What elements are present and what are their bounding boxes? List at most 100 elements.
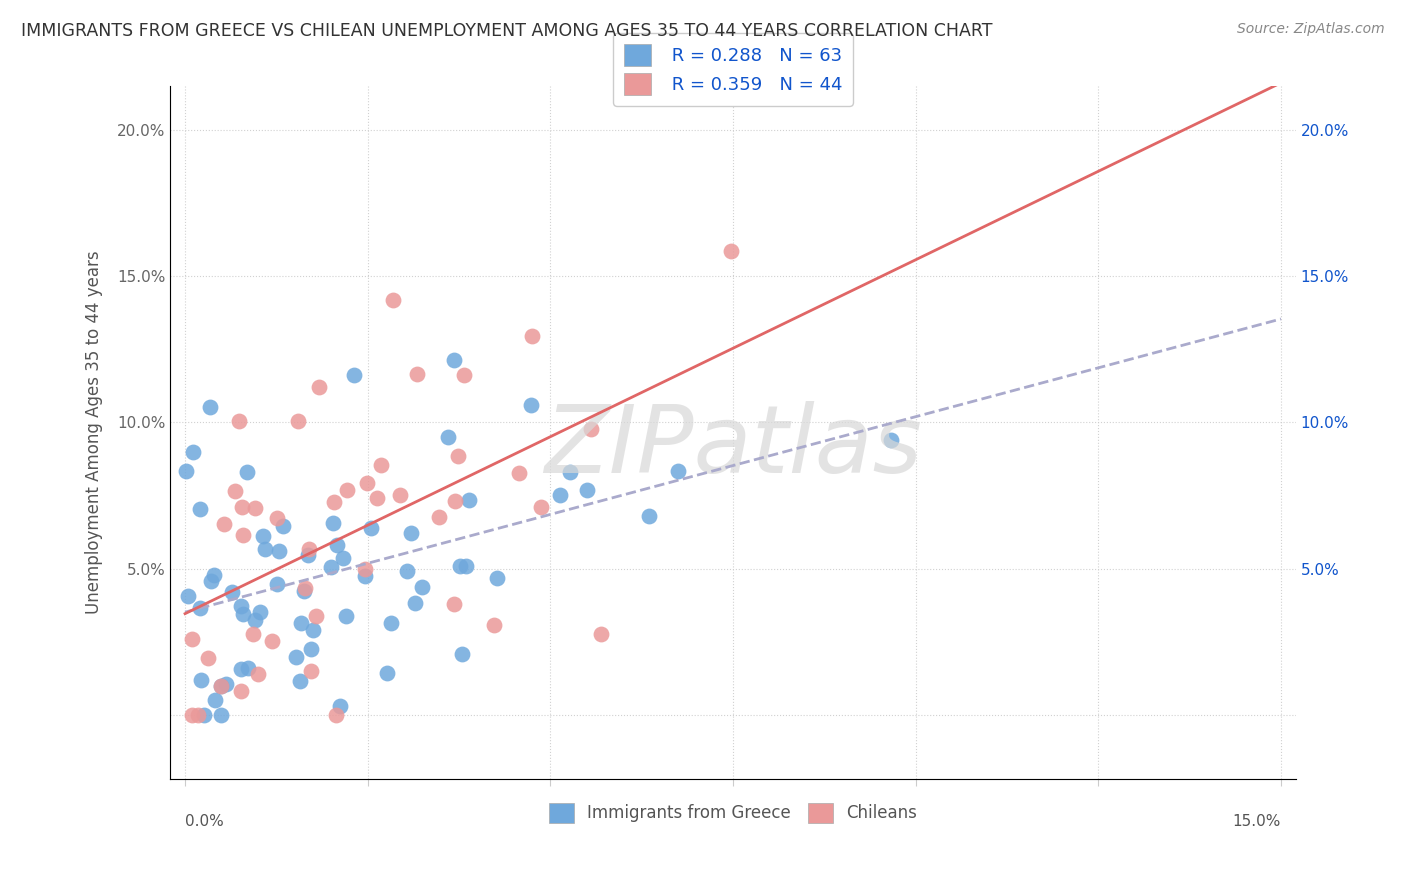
Point [301,624,323,638]
Point [520,399,543,413]
Point [443,353,465,368]
Point [336,483,359,497]
Legend: Immigrants from Greece, Chileans: Immigrants from Greece, Chileans [538,793,927,833]
Point [188,600,211,615]
Point [215,677,238,691]
Point [304,609,326,624]
Point [449,558,471,573]
Point [548,488,571,502]
Point [370,458,392,472]
Point [321,560,343,574]
Point [231,500,253,515]
Point [229,662,252,676]
Point [290,674,312,689]
Point [202,568,225,582]
Point [558,466,581,480]
Text: Source: ZipAtlas.com: Source: ZipAtlas.com [1237,22,1385,37]
Point [190,673,212,688]
Point [290,615,312,630]
Point [354,562,377,576]
Point [575,483,598,497]
Point [197,650,219,665]
Y-axis label: Unemployment Among Ages 35 to 44 years: Unemployment Among Ages 35 to 44 years [86,251,103,615]
Point [329,698,352,713]
Point [720,244,742,258]
Point [591,627,613,641]
Text: 0.0%: 0.0% [186,814,224,829]
Point [443,597,465,611]
Point [198,400,221,414]
Point [177,589,200,603]
Point [456,559,478,574]
Point [228,414,250,428]
Point [252,528,274,542]
Point [298,541,321,556]
Point [360,521,382,535]
Point [271,519,294,533]
Point [231,607,253,621]
Point [243,613,266,627]
Point [322,516,344,530]
Point [323,495,346,509]
Point [354,568,377,582]
Point [266,576,288,591]
Text: ZIPatlas: ZIPatlas [544,401,922,492]
Point [447,449,470,463]
Point [486,571,509,585]
Point [381,293,404,308]
Point [335,608,357,623]
Point [180,632,202,646]
Point [343,368,366,383]
Point [530,500,553,514]
Point [297,548,319,562]
Point [388,488,411,502]
Point [399,526,422,541]
Point [200,574,222,588]
Point [453,368,475,382]
Point [246,666,269,681]
Point [209,679,232,693]
Point [405,367,427,381]
Point [209,680,232,694]
Point [260,634,283,648]
Point [221,584,243,599]
Point [396,564,419,578]
Point [188,501,211,516]
Point [299,641,322,656]
Point [292,584,315,599]
Point [326,538,349,552]
Point [443,494,465,508]
Point [267,544,290,558]
Point [266,511,288,525]
Point [366,491,388,506]
Point [242,627,264,641]
Point [325,707,347,722]
Point [243,500,266,515]
Point [231,599,253,614]
Point [285,650,308,665]
Point [332,551,354,566]
Point [193,707,215,722]
Point [356,476,378,491]
Point [180,707,202,722]
Point [308,379,330,393]
Text: IMMIGRANTS FROM GREECE VS CHILEAN UNEMPLOYMENT AMONG AGES 35 TO 44 YEARS CORRELA: IMMIGRANTS FROM GREECE VS CHILEAN UNEMPL… [21,22,993,40]
Point [579,422,602,436]
Point [254,542,277,557]
Point [638,508,661,523]
Point [229,684,252,698]
Point [174,464,197,478]
Point [294,581,316,595]
Point [404,596,426,610]
Point [427,510,450,524]
Point [482,617,505,632]
Point [666,464,689,478]
Point [224,484,246,499]
Point [181,445,204,459]
Point [450,647,472,661]
Point [238,661,260,675]
Point [232,528,254,542]
Point [187,707,209,722]
Point [508,466,530,480]
Point [287,414,309,428]
